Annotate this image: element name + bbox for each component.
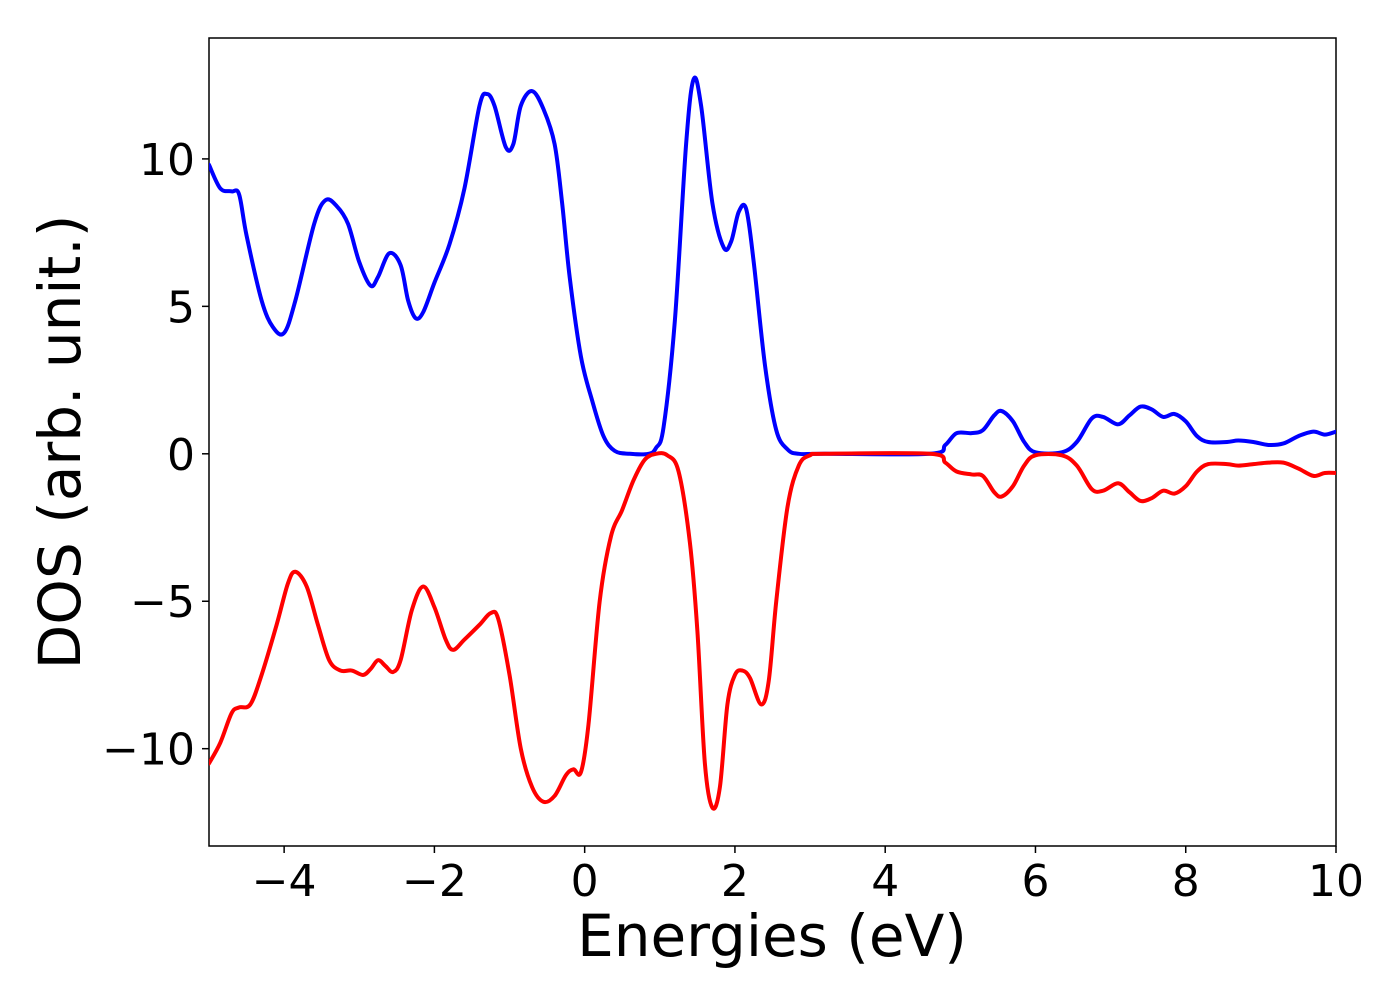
x-axis-label: Energies (eV)	[577, 902, 967, 970]
x-tick-label: −2	[402, 856, 467, 907]
series-layer	[209, 75, 1336, 811]
y-tick-label: −10	[102, 725, 195, 776]
x-tick-label: 2	[721, 856, 749, 907]
y-axis-label: DOS (arb. unit.)	[26, 215, 94, 670]
y-tick-label: −5	[130, 577, 195, 628]
x-axis-ticks: −4 −2 0 2 4 6 8 10	[252, 846, 1364, 907]
x-tick-label: 0	[571, 856, 599, 907]
x-tick-label: 10	[1308, 856, 1364, 907]
dos-series-line-negative	[209, 451, 1336, 811]
y-tick-label: 5	[167, 282, 195, 333]
y-tick-label: 0	[167, 430, 195, 481]
dos-series-line-positive	[209, 75, 1336, 457]
x-tick-label: −4	[252, 856, 317, 907]
y-tick-label: 10	[139, 135, 195, 186]
x-tick-label: 8	[1172, 856, 1200, 907]
x-tick-label: 4	[871, 856, 899, 907]
x-tick-label: 6	[1021, 856, 1049, 907]
y-axis-ticks: 10 5 0 −5 −10	[102, 135, 209, 776]
plot-frame	[208, 37, 1337, 847]
